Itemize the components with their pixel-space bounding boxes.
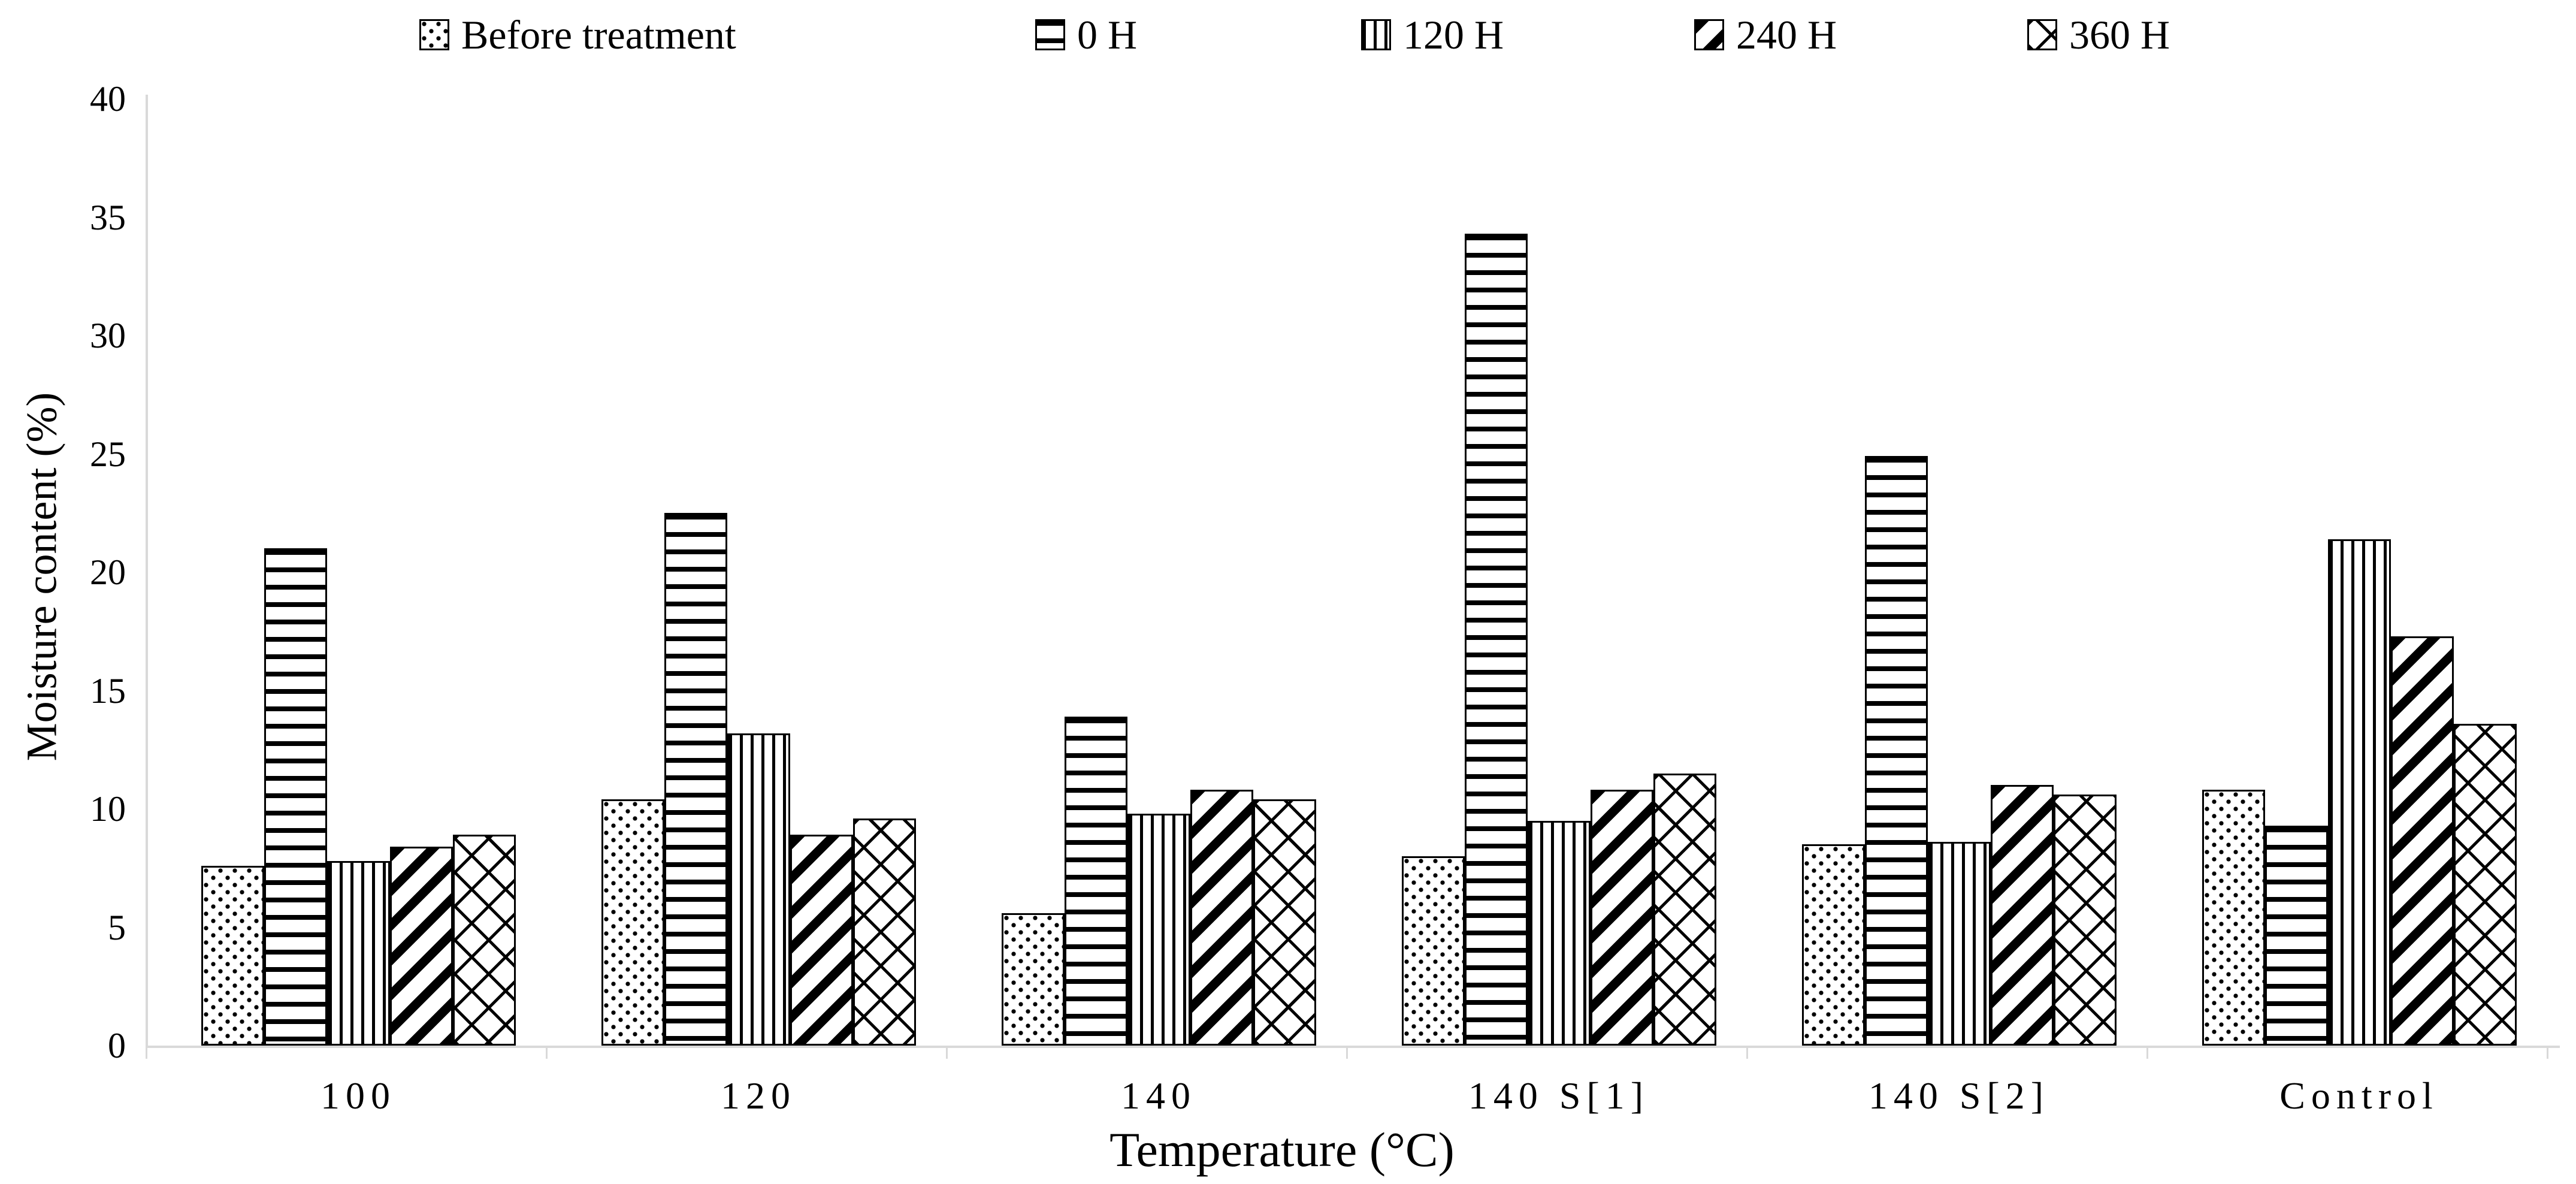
- bar-0-h-100: [264, 548, 327, 1046]
- x-axis-line: [146, 1046, 2560, 1048]
- y-tick-label-10: 10: [90, 789, 126, 829]
- x-category-label-140-s-1: 140 S[1]: [1468, 1074, 1650, 1117]
- y-tick-label-0: 0: [108, 1026, 126, 1065]
- bar-360-h-140-s-2: [2053, 795, 2117, 1046]
- bar-240-h-100: [389, 847, 453, 1046]
- bar-0-h-140-s-1: [1464, 234, 1528, 1046]
- bar-before-treatment-100: [201, 866, 264, 1046]
- x-axis-tick: [546, 1048, 548, 1059]
- bar-360-h-140-s-1: [1653, 774, 1716, 1046]
- bar-120-h-140-s-2: [1927, 842, 1991, 1046]
- bar-240-h-140: [1190, 790, 1253, 1046]
- bar-360-h-100: [452, 835, 516, 1046]
- y-tick-label-40: 40: [90, 79, 126, 119]
- bar-360-h-control: [2453, 724, 2517, 1046]
- x-axis-tick: [1746, 1048, 1748, 1059]
- legend-swatch-dots-icon: [419, 19, 449, 50]
- x-axis-tick: [946, 1048, 948, 1059]
- legend-swatch-vertical-lines-icon: [1361, 19, 1391, 50]
- bar-before-treatment-120: [601, 799, 664, 1046]
- bar-120-h-100: [326, 861, 390, 1046]
- bar-0-h-120: [664, 513, 727, 1046]
- legend-item-before-treatment: Before treatment: [419, 14, 736, 55]
- legend-label: 240 H: [1736, 12, 1837, 58]
- x-category-label-140: 140: [1121, 1074, 1196, 1117]
- legend-item-240h: 240 H: [1694, 14, 1837, 55]
- bar-120-h-140-s-1: [1527, 821, 1591, 1046]
- y-tick-label-35: 35: [90, 197, 126, 237]
- bar-120-h-control: [2327, 539, 2391, 1046]
- x-category-label-140-s-2: 140 S[2]: [1868, 1074, 2050, 1117]
- x-axis-tick: [2146, 1048, 2148, 1059]
- x-axis-tick: [146, 1048, 147, 1059]
- bar-before-treatment-140: [1001, 913, 1065, 1046]
- bar-before-treatment-140-s-1: [1401, 856, 1465, 1046]
- legend-item-360h: 360 H: [2027, 14, 2170, 55]
- y-tick-label-25: 25: [90, 434, 126, 474]
- y-tick-label-5: 5: [108, 907, 126, 947]
- bar-240-h-120: [790, 835, 853, 1046]
- bar-120-h-120: [727, 733, 790, 1046]
- bar-before-treatment-140-s-2: [1801, 844, 1865, 1046]
- y-tick-label-30: 30: [90, 316, 126, 355]
- legend-swatch-horizontal-lines-icon: [1035, 19, 1065, 50]
- legend-item-120h: 120 H: [1361, 14, 1504, 55]
- bar-240-h-140-s-1: [1590, 790, 1653, 1046]
- x-category-label-120: 120: [721, 1074, 796, 1117]
- legend: Before treatment 0 H 120 H 240 H 360 H: [0, 0, 2576, 90]
- legend-label: Before treatment: [461, 12, 736, 58]
- legend-item-0h: 0 H: [1035, 14, 1137, 55]
- x-axis-tick: [2547, 1048, 2548, 1059]
- bar-before-treatment-control: [2202, 790, 2265, 1046]
- x-category-label-control: Control: [2279, 1074, 2439, 1117]
- bar-240-h-control: [2390, 636, 2454, 1046]
- legend-swatch-diamond-lattice-icon: [2027, 19, 2057, 50]
- x-axis-title: Temperature (°C): [1109, 1122, 1455, 1177]
- bar-0-h-140-s-2: [1864, 456, 1928, 1046]
- legend-label: 360 H: [2069, 12, 2170, 58]
- y-tick-label-20: 20: [90, 552, 126, 592]
- legend-swatch-diagonal-stripes-icon: [1694, 19, 1724, 50]
- legend-label: 0 H: [1077, 12, 1138, 58]
- y-tick-label-15: 15: [90, 670, 126, 711]
- x-category-label-100: 100: [321, 1074, 396, 1117]
- bar-360-h-140: [1253, 799, 1316, 1046]
- bar-240-h-140-s-2: [1990, 785, 2054, 1046]
- bar-0-h-140: [1064, 717, 1127, 1046]
- bar-360-h-120: [852, 818, 916, 1046]
- legend-label: 120 H: [1403, 12, 1504, 58]
- bar-120-h-140: [1127, 814, 1190, 1046]
- x-axis-tick: [1346, 1048, 1348, 1059]
- bar-0-h-control: [2264, 826, 2328, 1046]
- y-axis-line: [146, 95, 148, 1048]
